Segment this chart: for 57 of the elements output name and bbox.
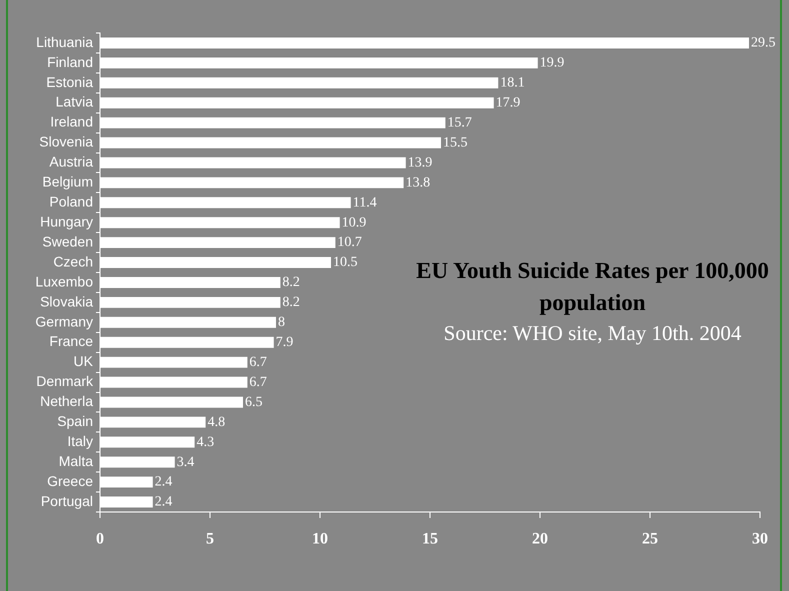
y-tick-label: Hungary: [40, 213, 93, 230]
data-label: 8: [278, 315, 285, 330]
y-tick-label: Malta: [58, 452, 94, 469]
y-tick-label: Belgium: [42, 174, 93, 190]
y-tick-label: Slovenia: [39, 134, 94, 150]
x-tick-label: 5: [206, 530, 214, 548]
y-tick-label: Greece: [47, 472, 94, 489]
data-label: 13.8: [406, 175, 430, 190]
y-tick-label: Sweden: [42, 233, 93, 250]
data-label: 8.2: [282, 275, 300, 290]
y-tick-label: France: [49, 333, 94, 350]
y-tick-label: Lithuania: [36, 34, 94, 50]
x-tick-label: 15: [422, 530, 438, 548]
y-tick-label: Luxembo: [35, 273, 94, 290]
y-tick-label: Germany: [35, 313, 93, 330]
x-tick-label: 25: [642, 530, 658, 548]
y-tick-label: Finland: [47, 54, 93, 70]
data-label: 6.5: [245, 394, 262, 410]
y-tick-label: Spain: [57, 413, 93, 430]
data-label: 7.9: [276, 335, 294, 350]
data-label: 10.5: [333, 255, 358, 270]
data-label: 10.9: [342, 215, 366, 230]
y-tick-label: Denmark: [36, 373, 94, 390]
data-label: 10.7: [337, 235, 362, 250]
data-label: 29.5: [751, 36, 776, 51]
y-tick-label: Estonia: [46, 74, 94, 90]
y-tick-label: Portugal: [40, 492, 93, 509]
data-label: 13.9: [408, 155, 432, 170]
y-tick-label: UK: [74, 353, 94, 370]
y-tick-label: Czech: [53, 253, 93, 270]
y-tick-label: Latvia: [56, 94, 94, 110]
x-tick-label: 20: [532, 530, 548, 548]
x-tick-label: 30: [752, 530, 768, 548]
annotation: Source: WHO site, May 10th. 2004: [442, 320, 742, 347]
y-tick-label: Poland: [49, 194, 93, 210]
data-label: 11.4: [352, 195, 377, 210]
data-label: 6.7: [249, 374, 267, 390]
y-tick-label: Netherla: [40, 393, 94, 410]
x-tick-label: 0: [96, 530, 104, 548]
data-label: 19.9: [540, 56, 564, 71]
data-label: 2.4: [154, 474, 172, 490]
data-label: 15.5: [443, 135, 468, 150]
data-label: 17.9: [496, 96, 520, 111]
data-label: 3.4: [176, 454, 194, 470]
data-label: 4.8: [208, 414, 226, 430]
text: EU Youth Suicide Rates per 100,000 population: [415, 257, 770, 317]
y-tick-label: Ireland: [50, 114, 93, 130]
data-label: 8.2: [282, 295, 300, 310]
y-tick-label: Slovakia: [40, 293, 94, 310]
data-label: 4.3: [196, 434, 214, 450]
y-tick-label: Austria: [49, 154, 94, 170]
data-label: 6.7: [249, 354, 267, 370]
y-tick-label: Italy: [67, 433, 93, 450]
data-label: 18.1: [500, 76, 525, 91]
x-tick-label: 10: [312, 530, 328, 548]
data-label: 15.7: [447, 115, 472, 130]
data-label: 2.4: [154, 494, 172, 510]
